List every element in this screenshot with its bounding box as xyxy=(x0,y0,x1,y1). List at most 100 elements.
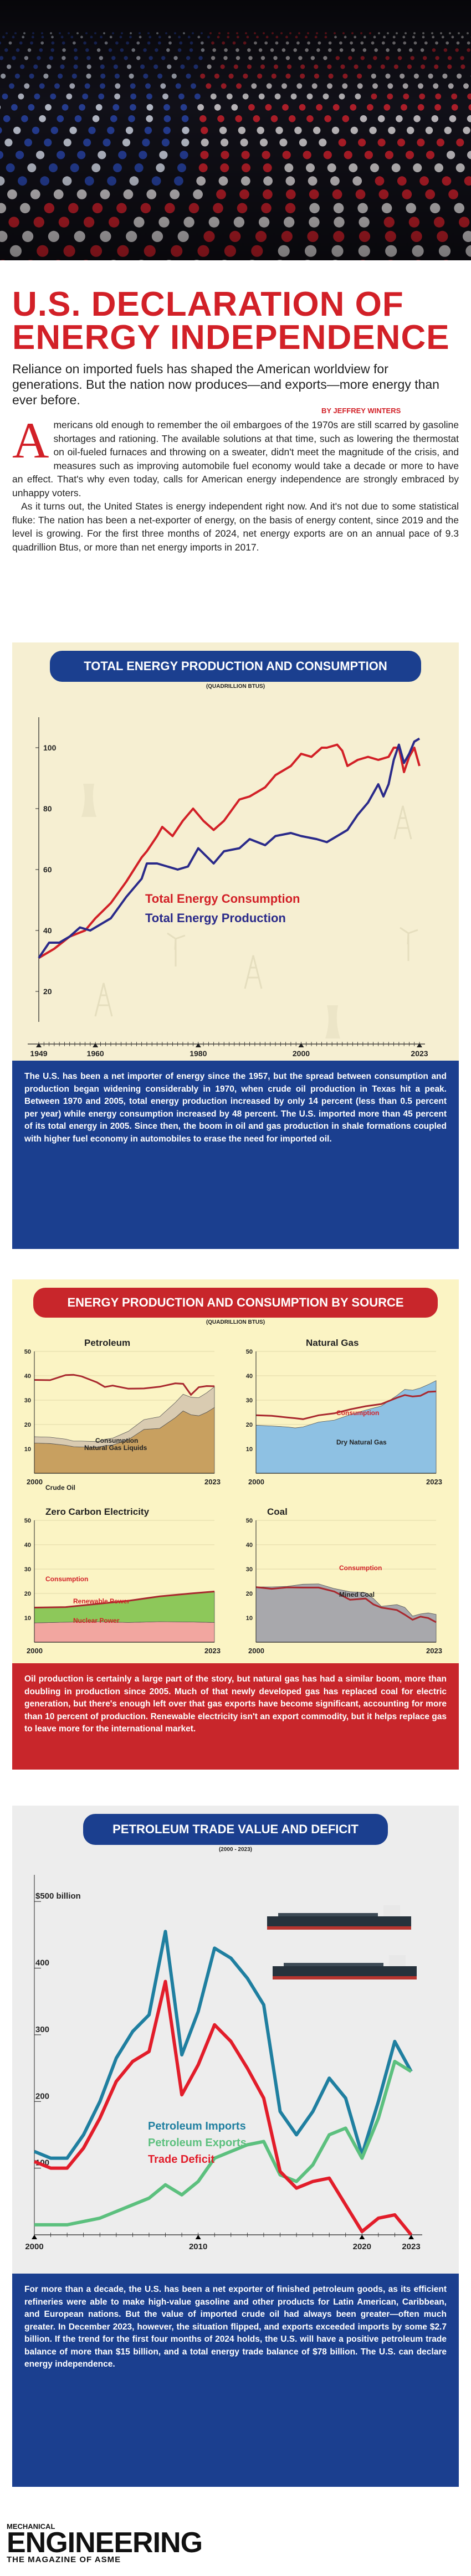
section1-caption: The U.S. has been a net importer of ener… xyxy=(12,1061,459,1249)
y-tick-label: 50 xyxy=(24,1518,31,1524)
panel-petroleum: Petroleum 10 20 30 40 50 2000 2023 Consumption Cr… xyxy=(24,1338,221,1492)
oil-derrick-icon xyxy=(393,805,412,840)
y-tick-label: 20 xyxy=(246,1591,253,1597)
y-tick-label: 10 xyxy=(24,1615,31,1622)
series-label: Consumption xyxy=(339,1564,382,1572)
section2-title: ENERGY PRODUCTION AND CONSUMPTION BY SOU… xyxy=(33,1288,438,1318)
series-label: Mined Coal xyxy=(339,1591,375,1598)
production-line xyxy=(38,737,421,959)
consumption-label: Total Energy Consumption xyxy=(145,892,300,906)
energy-icon xyxy=(94,983,113,1017)
series-label: Dry Natural Gas xyxy=(336,1438,387,1446)
cooling-tower-icon xyxy=(81,784,96,817)
panel-title: Coal xyxy=(267,1506,288,1517)
x-tick-label: 2000 xyxy=(248,1647,264,1655)
energy-icon xyxy=(167,932,186,966)
hero-image xyxy=(0,0,471,260)
logo-top-word: MECHANICAL xyxy=(7,2522,55,2531)
y-tick-label: 200 xyxy=(35,2091,49,2101)
x-tick-marker xyxy=(195,2235,201,2239)
x-tick-marker xyxy=(36,1043,42,1047)
y-tick-label: 20 xyxy=(43,987,52,996)
x-tick-label: 2023 xyxy=(426,1478,442,1486)
y-tick-label: 10 xyxy=(24,1446,31,1453)
ship-waterline xyxy=(267,1926,411,1930)
y-tick-label: 400 xyxy=(35,1958,49,1968)
energy-icon xyxy=(81,784,96,817)
series-label: Consumption xyxy=(336,1409,379,1417)
x-tick-marker xyxy=(359,2235,365,2239)
y-tick-label: 40 xyxy=(24,1542,31,1549)
intro-paragraph-2: As it turns out, the United States is en… xyxy=(12,501,459,553)
series-line-trade-deficit xyxy=(33,1979,413,2236)
x-tick-label: 2000 xyxy=(293,1049,310,1058)
magazine-logo: MECHANICAL ENGINEERING THE MAGAZINE OF A… xyxy=(7,2522,203,2564)
panel-title: Natural Gas xyxy=(306,1338,359,1348)
x-tick-label: 2000 xyxy=(27,1647,43,1655)
panel-title: Zero Carbon Electricity xyxy=(45,1506,150,1517)
area-dry-natural-gas xyxy=(255,1380,437,1474)
byline: BY JEFFREY WINTERS xyxy=(321,407,401,415)
x-tick-label: 1949 xyxy=(30,1049,47,1058)
section2-caption: Oil production is certainly a large part… xyxy=(12,1663,459,1770)
ship-hull xyxy=(273,1966,417,1978)
logo-tagline: THE MAGAZINE OF ASME xyxy=(7,2555,121,2564)
energy-icon xyxy=(244,955,263,989)
consumption-line xyxy=(34,1591,215,1608)
intro-paragraph-1-text: mericans old enough to remember the oil … xyxy=(12,419,459,498)
y-tick-label: 20 xyxy=(24,1591,31,1597)
wind-turbine-icon xyxy=(400,927,418,961)
oil-derrick-icon xyxy=(244,955,263,989)
article-subtitle: Reliance on imported fuels has shaped th… xyxy=(12,362,439,407)
x-tick-marker xyxy=(195,1043,201,1047)
x-tick-marker xyxy=(93,1043,99,1047)
section1-unit: (QUADRILLION BTUS) xyxy=(206,683,265,690)
title-line-1: U.S. DECLARATION OF xyxy=(12,285,404,323)
y-tick-label: 50 xyxy=(246,1349,253,1355)
panel-coal: Coal 10 20 30 40 50 2000 2023 Consumption Mined C… xyxy=(246,1506,442,1655)
x-tick-marker xyxy=(417,1043,422,1047)
series-label: Consumption xyxy=(95,1437,138,1444)
y-tick-label: 30 xyxy=(246,1566,253,1573)
x-tick-label: 2023 xyxy=(411,1049,428,1058)
tanker-ship-icon xyxy=(267,1905,411,1930)
series-label: Nuclear Power xyxy=(73,1617,120,1624)
legend-label: Petroleum Exports xyxy=(148,2137,247,2149)
section1-title: TOTAL ENERGY PRODUCTION AND CONSUMPTION xyxy=(50,651,421,682)
consumption-line xyxy=(34,1374,215,1396)
logo-main-word: ENGINEERING xyxy=(7,2527,203,2559)
energy-icon xyxy=(400,927,418,961)
section2-unit: (QUADRILLION BTUS) xyxy=(206,1319,265,1325)
x-tick-label: 1980 xyxy=(190,1049,207,1058)
series-label: Consumption xyxy=(45,1575,88,1583)
ship-bridge xyxy=(389,1955,406,1966)
y-tick-label: 10 xyxy=(246,1446,253,1453)
total-energy-chart: 20 40 60 80 100 1949 1960 1980 2000 2023 Total Ene… xyxy=(28,717,428,1058)
y-tick-label: 100 xyxy=(43,743,57,752)
legend-label: Trade Deficit xyxy=(148,2153,214,2166)
drop-cap: A xyxy=(12,412,49,469)
y-tick-label: 50 xyxy=(24,1349,31,1355)
consumption-line xyxy=(255,1390,437,1420)
x-tick-label: 2000 xyxy=(25,2242,43,2251)
series-label: Natural Gas Liquids xyxy=(84,1444,147,1452)
wind-turbine-icon xyxy=(167,932,186,966)
series-label: Crude Oil xyxy=(45,1484,75,1492)
ship-bridge xyxy=(383,1905,400,1916)
y-tick-label: 30 xyxy=(246,1397,253,1404)
production-label: Total Energy Production xyxy=(145,911,286,925)
y-tick-label: $500 billion xyxy=(35,1891,81,1901)
x-tick-label: 1960 xyxy=(87,1049,104,1058)
tanker-ship-icon xyxy=(273,1955,417,1979)
y-tick-label: 20 xyxy=(246,1422,253,1428)
x-tick-label: 2023 xyxy=(402,2242,420,2251)
y-tick-label: 40 xyxy=(24,1373,31,1380)
x-tick-label: 2000 xyxy=(27,1478,43,1486)
panel-zero_carbon: Zero Carbon Electricity 10 20 30 40 50 2000 202… xyxy=(24,1506,221,1655)
article-title: U.S. DECLARATION OF ENERGY INDEPENDENCE xyxy=(12,285,455,355)
y-tick-label: 50 xyxy=(246,1518,253,1524)
x-tick-label: 2000 xyxy=(248,1478,264,1486)
series-label: Renewable Power xyxy=(73,1597,130,1605)
ship-deck xyxy=(278,1913,378,1916)
x-tick-label: 2010 xyxy=(189,2242,207,2251)
